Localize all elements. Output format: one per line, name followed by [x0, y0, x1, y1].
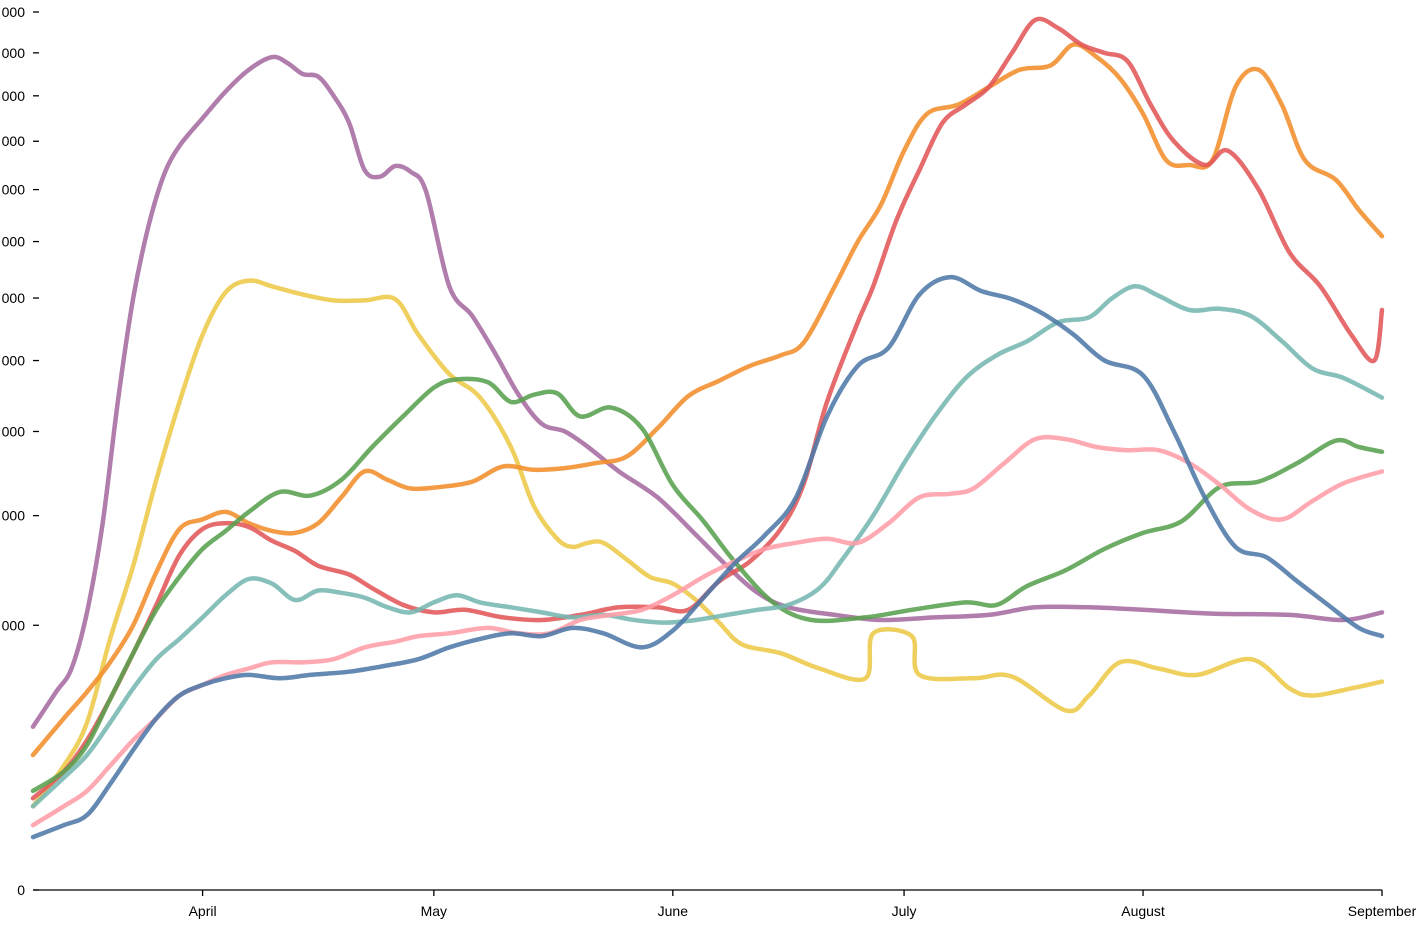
- y-tick-label: 000: [2, 353, 26, 369]
- y-tick-label: 000: [2, 182, 26, 198]
- series-line-6: [30, 284, 1385, 809]
- series-line-2: [30, 278, 1385, 809]
- series-line-5: [30, 376, 1385, 794]
- x-tick-label: April: [189, 903, 217, 919]
- series-line-4: [30, 16, 1385, 801]
- y-tick-label: 000: [2, 4, 26, 20]
- x-tick-label: September: [1348, 903, 1417, 919]
- x-tick-label: August: [1121, 903, 1165, 919]
- x-tick-label: May: [421, 903, 447, 919]
- series-line-3: [30, 42, 1385, 758]
- series-line-8: [30, 274, 1385, 840]
- y-tick-label: 000: [2, 508, 26, 524]
- y-tick-label: 000: [2, 88, 26, 104]
- series-line-1: [30, 54, 1385, 730]
- y-tick-label: 000: [2, 234, 26, 250]
- x-tick-label: June: [658, 903, 689, 919]
- x-axis: April May June July August September: [33, 889, 1417, 919]
- series-layer: [30, 16, 1385, 840]
- series-line-7: [30, 434, 1385, 828]
- x-tick-label: July: [892, 903, 917, 919]
- y-tick-label: 000: [2, 423, 26, 439]
- y-tick-label: 000: [2, 617, 26, 633]
- y-tick-label: 000: [2, 290, 26, 306]
- y-tick-label: 0: [17, 882, 25, 898]
- y-tick-label: 000: [2, 45, 26, 61]
- y-tick-label: 000: [2, 133, 26, 149]
